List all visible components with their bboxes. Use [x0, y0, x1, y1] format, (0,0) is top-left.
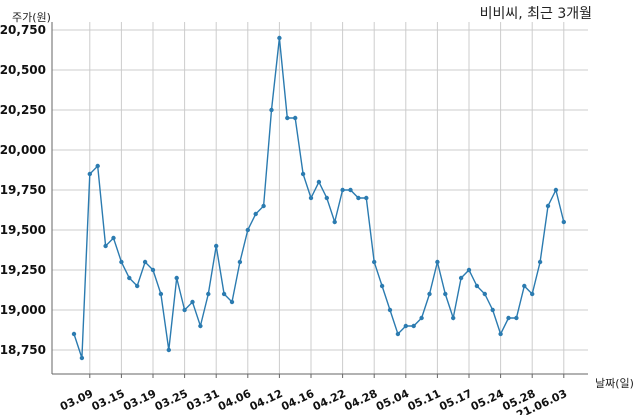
- x-axis-label: 날짜(일): [595, 376, 634, 390]
- data-point: [490, 307, 495, 313]
- x-tick-label: 03.09: [58, 387, 95, 413]
- grid: [52, 22, 588, 374]
- data-point: [348, 187, 353, 193]
- data-point: [111, 235, 116, 241]
- data-point: [316, 179, 322, 185]
- y-tick-label: 20,750: [0, 23, 46, 37]
- data-point: [356, 195, 361, 201]
- x-tick-label: 04.16: [279, 387, 316, 414]
- data-point: [458, 275, 464, 281]
- x-tick-label: 03.31: [184, 387, 221, 413]
- data-point: [395, 331, 401, 337]
- x-tick-label: 05.11: [406, 387, 443, 413]
- x-tick-label: 03.25: [153, 387, 190, 413]
- data-point: [340, 187, 345, 193]
- y-tick-label: 20,250: [0, 103, 46, 117]
- data-point: [190, 299, 195, 305]
- y-ticks: 18,750 19,000 19,250 19,500 19,750 20,000 20,2…: [0, 23, 46, 357]
- data-point: [79, 355, 85, 361]
- data-point: [443, 291, 448, 297]
- data-point: [119, 259, 124, 265]
- data-point: [332, 219, 337, 225]
- x-tick-label: 04.28: [342, 387, 379, 413]
- y-tick-label: 19,500: [0, 223, 46, 237]
- data-point: [182, 307, 187, 313]
- data-point: [419, 315, 424, 321]
- data-point: [498, 331, 503, 337]
- x-tick-label: 04.06: [216, 387, 253, 414]
- y-tick-label: 20,500: [0, 63, 46, 77]
- x-tick-label: 05.24: [469, 387, 506, 414]
- data-point: [506, 315, 511, 321]
- data-point: [387, 307, 393, 313]
- series: [71, 35, 566, 361]
- y-tick-label: 19,000: [0, 303, 46, 317]
- data-point: [364, 195, 369, 201]
- data-point: [71, 331, 77, 337]
- data-point: [103, 243, 108, 249]
- data-point: [293, 115, 298, 121]
- chart-title: 비비씨, 최근 3개월: [480, 6, 592, 22]
- data-point: [561, 219, 566, 225]
- y-tick-label: 19,250: [0, 263, 46, 277]
- data-point: [158, 291, 164, 297]
- data-point: [435, 259, 440, 265]
- x-ticks: 03.0903.1503.1903.2503.3104.0604.1204.16…: [58, 387, 569, 415]
- data-point: [261, 203, 266, 209]
- data-point: [324, 195, 329, 201]
- data-point: [214, 243, 219, 249]
- data-point: [372, 259, 377, 265]
- x-tick-label: 04.12: [248, 387, 285, 413]
- data-point: [142, 259, 148, 265]
- data-point: [166, 347, 171, 353]
- data-point: [300, 171, 306, 177]
- y-tick-label: 18,750: [0, 343, 46, 357]
- x-tick-label: 05.04: [374, 387, 411, 414]
- data-point: [427, 291, 432, 297]
- data-point: [514, 315, 519, 321]
- x-tick-label: 03.19: [121, 387, 158, 413]
- data-point: [245, 227, 250, 233]
- data-point: [553, 187, 559, 193]
- data-point: [379, 283, 385, 289]
- data-point: [530, 291, 535, 297]
- data-point: [269, 107, 274, 113]
- data-point: [174, 275, 179, 281]
- y-axis-label: 주가(원): [12, 11, 51, 24]
- data-point: [95, 163, 100, 169]
- data-point: [237, 259, 243, 265]
- y-tick-label: 19,750: [0, 183, 46, 197]
- data-point: [522, 283, 527, 289]
- data-point: [87, 171, 93, 177]
- data-point: [466, 267, 472, 273]
- data-point: [403, 323, 408, 329]
- data-point: [474, 283, 480, 289]
- y-tick-label: 20,000: [0, 143, 46, 157]
- data-point: [451, 315, 456, 321]
- data-point: [253, 211, 258, 217]
- data-point: [285, 115, 290, 121]
- data-point: [206, 291, 211, 297]
- data-point: [411, 323, 416, 329]
- data-point: [308, 195, 314, 201]
- x-tick-label: 03.15: [90, 387, 127, 413]
- data-point: [135, 283, 140, 289]
- data-point: [127, 275, 132, 281]
- data-point: [150, 267, 156, 273]
- data-point: [229, 299, 235, 305]
- x-tick-label: 04.22: [311, 387, 348, 413]
- data-point: [545, 203, 551, 209]
- data-point: [277, 35, 282, 41]
- data-point: [537, 259, 543, 265]
- x-tick-label: 05.17: [437, 387, 474, 413]
- data-point: [221, 291, 227, 297]
- data-point: [198, 323, 203, 329]
- data-point: [482, 291, 487, 297]
- axes: [51, 22, 588, 378]
